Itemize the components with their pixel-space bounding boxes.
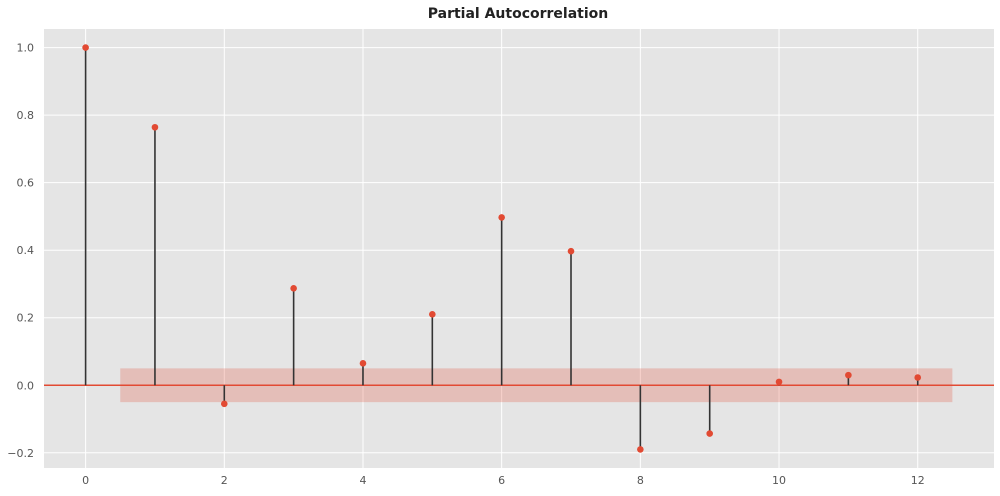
x-tick-label: 8 [637,474,644,487]
stem-marker [775,378,783,386]
stem-marker [706,430,713,437]
plot-area [44,29,994,468]
y-tick-label: 0.4 [17,244,35,257]
y-tick-labels: −0.2 0.0 0.2 0.4 0.6 0.8 1.0 [7,42,34,460]
stem-marker [429,311,436,318]
stem-marker [637,446,644,453]
stem-marker [498,214,505,221]
stem-marker [359,360,367,367]
markers [82,44,922,453]
x-tick-label: 12 [911,474,925,487]
y-tick-label: 1.0 [17,42,35,55]
stems [84,47,919,450]
x-tick-label: 4 [359,474,366,487]
x-tick-label: 0 [82,474,89,487]
stem-marker [567,247,575,255]
x-tick-label: 10 [772,474,786,487]
stem-marker [220,400,228,408]
stem-marker [151,123,159,131]
stem-marker [82,44,89,51]
y-tick-label: −0.2 [7,447,34,460]
x-tick-label: 2 [221,474,228,487]
y-tick-label: 0.8 [17,109,35,122]
stem-marker [290,285,297,292]
x-tick-labels: 0 2 4 6 8 10 12 [82,474,925,487]
y-tick-label: 0.6 [17,177,35,190]
y-tick-label: 0.2 [17,312,35,325]
y-tick-label: 0.0 [17,379,35,392]
stem-marker [845,371,852,379]
chart-title: Partial Autocorrelation [428,6,609,22]
stem-marker [914,374,922,381]
x-tick-label: 6 [498,474,505,487]
